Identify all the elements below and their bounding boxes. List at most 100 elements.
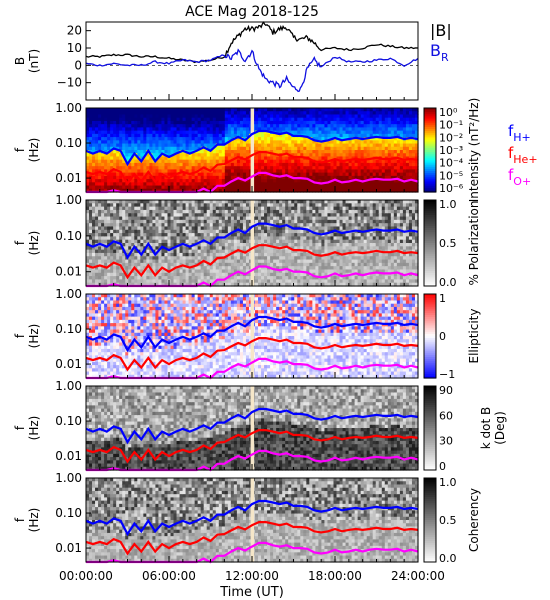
spectrogram-cell <box>306 114 310 119</box>
spectrogram-cell <box>209 114 214 119</box>
spectrogram-cell <box>215 127 220 132</box>
spectrogram-cell <box>339 156 344 161</box>
spectrogram-cell <box>291 143 295 148</box>
spectrogram-cell <box>158 120 163 125</box>
spectrogram-cell <box>230 162 235 167</box>
spectrogram-cell <box>285 114 289 119</box>
spectrogram-cell <box>309 108 313 112</box>
spectrogram-cell <box>375 185 380 190</box>
spectrogram-cell <box>203 120 208 125</box>
spectrogram-cell <box>267 133 271 138</box>
spectrogram-cell <box>315 140 319 145</box>
spectrogram-cell <box>366 150 371 154</box>
spectrogram-cell <box>188 120 193 125</box>
spectrogram-cell <box>104 140 108 145</box>
spectrogram-cell <box>230 140 235 145</box>
spectrogram-cell <box>270 114 274 119</box>
spectrogram-cell <box>98 137 102 141</box>
spectrogram-cell <box>92 127 96 132</box>
spectrogram-cell <box>113 143 117 148</box>
spectrogram-cell <box>294 172 298 177</box>
spectrogram-cell <box>309 124 313 128</box>
x-tick-label: 00:00:00 <box>59 569 113 583</box>
spectrogram-cell <box>233 140 238 145</box>
spectrogram-cell <box>113 114 117 119</box>
spectrogram-cell <box>261 120 265 125</box>
spectrogram-cell <box>378 179 383 183</box>
spectrogram-cell <box>98 111 102 116</box>
spectrogram-cell <box>360 130 365 135</box>
spectrogram-cell <box>128 185 132 190</box>
spectrogram-cell <box>297 179 301 183</box>
spectrogram-cell <box>128 114 132 119</box>
spectrogram-cell <box>101 120 105 125</box>
spectrogram-cell <box>309 169 313 174</box>
spectrogram-cell <box>92 153 96 158</box>
spectrogram-cell <box>297 153 301 158</box>
spectrogram-cell <box>179 179 184 183</box>
spectrogram-cell <box>363 153 368 158</box>
spectrogram-cell <box>143 169 147 174</box>
spectrogram-cell <box>351 159 356 164</box>
spectrogram-cell <box>221 172 226 177</box>
spectrogram-cell <box>348 120 353 125</box>
spectrogram-cell <box>176 120 181 125</box>
spectrogram-cell <box>309 188 313 193</box>
spectrogram-cell <box>360 169 365 174</box>
spectrogram-cell <box>282 172 286 177</box>
spectrogram-cell <box>273 127 277 132</box>
spectrogram-cell <box>300 179 304 183</box>
spectrogram-cell <box>239 166 244 170</box>
spectrogram-cell <box>318 133 323 138</box>
spectrogram-cell <box>170 117 175 122</box>
spectrogram-cell <box>270 175 274 180</box>
spectrogram-cell <box>212 169 217 174</box>
spectrogram-cell <box>239 124 244 128</box>
spectrogram-cell <box>143 146 147 151</box>
spectrogram-cell <box>330 172 335 177</box>
spectrogram-cell <box>318 120 323 125</box>
spectrogram-cell <box>242 120 247 125</box>
spectrogram-cell <box>233 114 238 119</box>
spectrogram-cell <box>381 130 386 135</box>
spectrogram-cell <box>224 120 229 125</box>
spectrogram-cell <box>194 172 199 177</box>
panel-polarization: f (Hz)1.000.100.011.00.50.0% Polarization <box>13 193 481 289</box>
data-gap-band <box>250 108 255 192</box>
spectrogram-cell <box>230 146 235 151</box>
spectrogram-cell <box>264 140 268 145</box>
spectrogram-cell <box>221 133 226 138</box>
spectrogram-cell <box>294 140 298 145</box>
spectrogram-cell <box>366 117 371 122</box>
spectrogram-cell <box>315 120 319 125</box>
spectrogram-cell <box>182 130 187 135</box>
spectrogram-cell <box>182 166 187 170</box>
spectrogram-cell <box>167 117 172 122</box>
spectrogram-cell <box>294 117 298 122</box>
spectrogram-cell <box>357 130 362 135</box>
spectrogram-cell <box>342 140 347 145</box>
spectrogram-cell <box>303 120 307 125</box>
spectrogram-cell <box>200 182 205 187</box>
spectrogram-cell <box>297 127 301 132</box>
spectrogram-cell <box>330 140 335 145</box>
spectrogram-cell <box>239 153 244 158</box>
spectrogram-cell <box>86 111 90 116</box>
spectrogram-cell <box>173 133 178 138</box>
spectrogram-cell <box>363 114 368 119</box>
spectrogram-cell <box>351 117 356 122</box>
spectrogram-cell <box>242 143 247 148</box>
spectrogram-cell <box>221 156 226 161</box>
spectrogram-cell <box>267 166 271 170</box>
spectrogram-cell <box>122 140 126 145</box>
spectrogram-cell <box>137 159 141 164</box>
spectrogram-cell <box>372 111 377 116</box>
spectrogram-cell <box>239 172 244 177</box>
spectrogram-cell <box>140 185 144 190</box>
spectrogram-cell <box>194 153 199 158</box>
spectrogram-cell <box>194 127 199 132</box>
spectrogram-cell <box>375 150 380 154</box>
spectrogram-cell <box>236 156 241 161</box>
spectrogram-cell <box>113 111 117 116</box>
